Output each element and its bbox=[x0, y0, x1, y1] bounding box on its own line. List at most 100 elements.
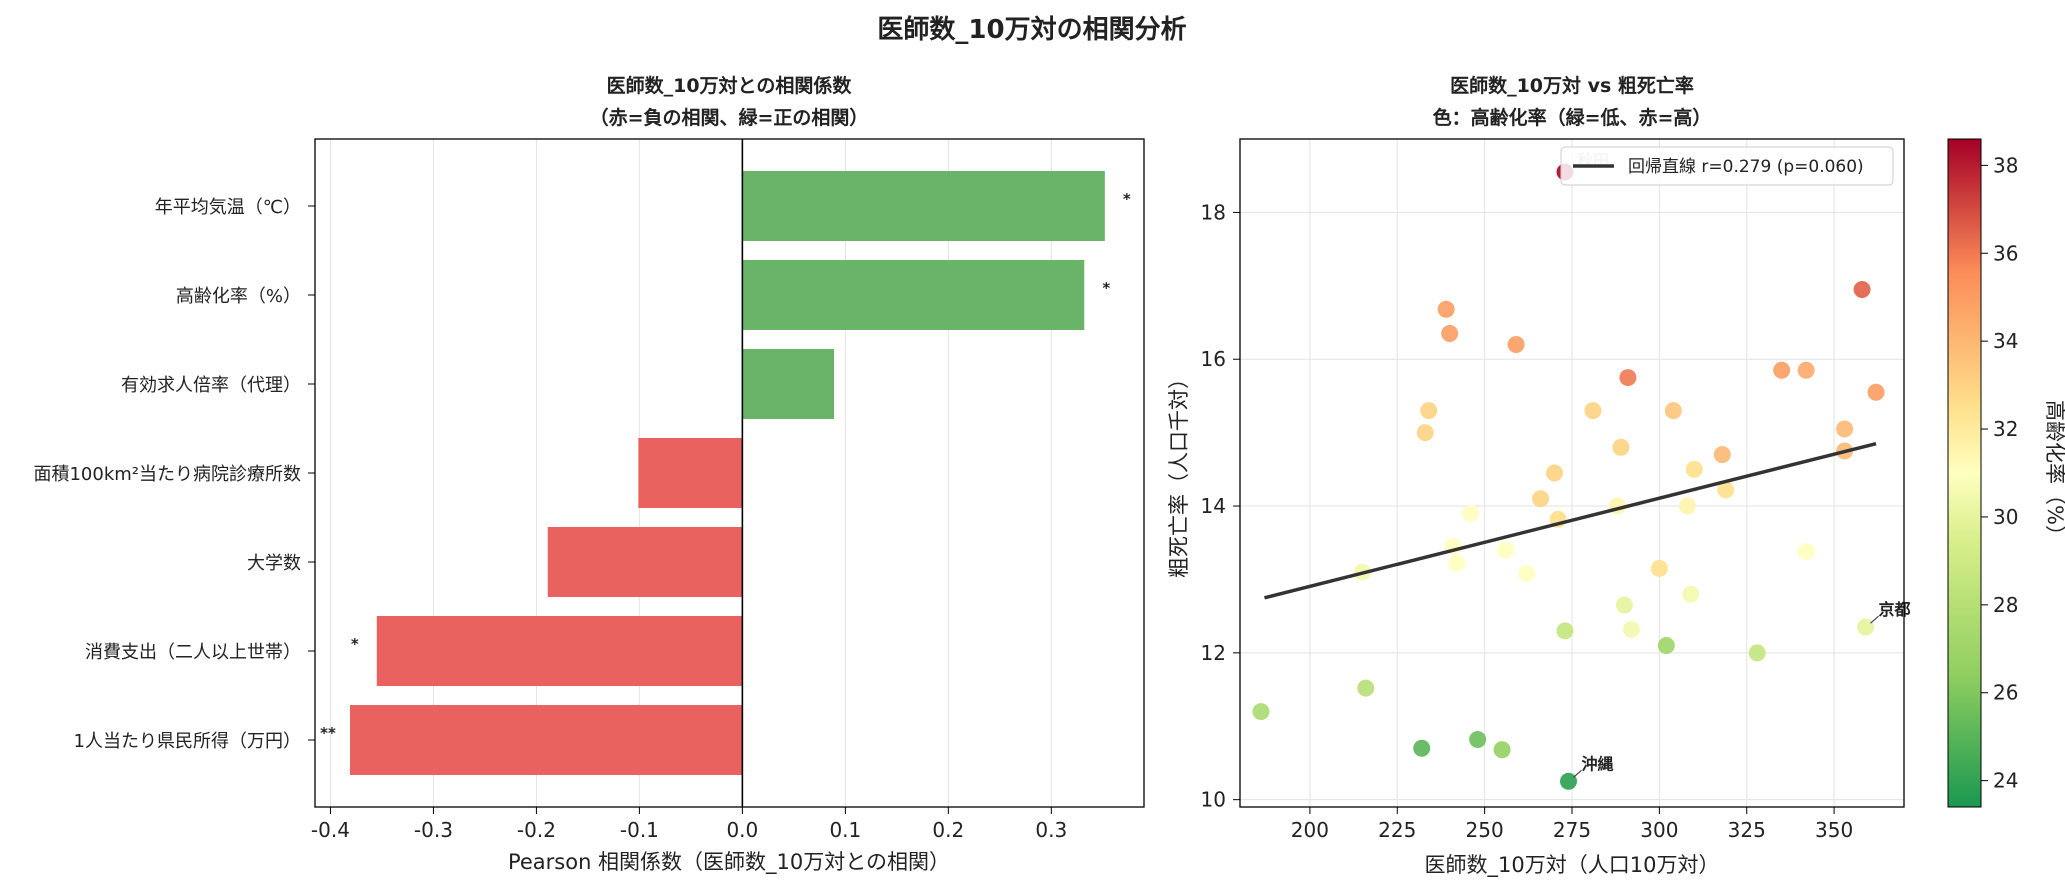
scatter-x-tick-label: 225 bbox=[1378, 818, 1416, 842]
scatter-point bbox=[1867, 383, 1885, 401]
scatter-point bbox=[1437, 300, 1455, 318]
colorbar: 24 26 28 30 32 34 36 38 高齢化率（%） bbox=[1947, 138, 2065, 808]
scatter-y-tick-label: 16 bbox=[1201, 347, 1226, 371]
colorbar-tick-label: 36 bbox=[1993, 241, 2018, 265]
correlation-bar bbox=[638, 438, 743, 508]
bar-chart-title: 医師数_10万対との相関係数 bbox=[607, 74, 853, 97]
scatter-chart-title: 医師数_10万対 vs 粗死亡率 bbox=[1450, 74, 1694, 97]
scatter-point bbox=[1252, 703, 1270, 721]
scatter-point bbox=[1612, 438, 1630, 456]
point-annotation: 沖縄 bbox=[1582, 754, 1614, 773]
annotation-arrow bbox=[1870, 615, 1879, 624]
bar-chart-x-ticks: -0.4 -0.3 -0.2 -0.1 0.0 0.1 0.2 0.3 bbox=[311, 807, 1067, 842]
colorbar-tick-label: 28 bbox=[1993, 593, 2018, 617]
colorbar-ticks: 24 26 28 30 32 34 36 38 bbox=[1981, 153, 2018, 793]
scatter-point bbox=[1556, 622, 1574, 640]
colorbar-tick-label: 34 bbox=[1993, 329, 2018, 353]
scatter-x-tick-label: 300 bbox=[1640, 818, 1678, 842]
scatter-point bbox=[1416, 424, 1434, 442]
scatter-point bbox=[1748, 644, 1766, 662]
scatter-point bbox=[1619, 369, 1637, 387]
scatter-chart-y-ticks: 10 12 14 16 18 bbox=[1201, 200, 1240, 812]
colorbar-tick-label: 30 bbox=[1993, 505, 2018, 529]
scatter-point bbox=[1497, 541, 1515, 559]
scatter-point bbox=[1448, 554, 1466, 572]
scatter-chart-y-axis-label: 粗死亡率（人口千対） bbox=[1167, 368, 1191, 578]
scatter-point bbox=[1615, 596, 1633, 614]
annotation-arrow bbox=[1573, 769, 1582, 778]
bar-chart-subtitle: （赤=負の相関、緑=正の相関） bbox=[590, 106, 869, 129]
scatter-point bbox=[1507, 336, 1525, 354]
scatter-point bbox=[1857, 618, 1875, 636]
correlation-bar bbox=[742, 349, 835, 419]
bar-chart-x-axis-label: Pearson 相関係数（医師数_10万対との相関） bbox=[508, 850, 950, 875]
scatter-x-tick-label: 200 bbox=[1291, 818, 1329, 842]
bar-category-label: 有効求人倍率（代理） bbox=[121, 375, 301, 396]
significance-marker: ** bbox=[320, 724, 336, 742]
scatter-point bbox=[1532, 490, 1550, 508]
legend-label: 回帰直線 r=0.279 (p=0.060) bbox=[1628, 157, 1864, 177]
correlation-bar bbox=[350, 705, 743, 775]
scatter-y-tick-label: 14 bbox=[1201, 494, 1226, 518]
scatter-y-tick-label: 10 bbox=[1201, 788, 1226, 812]
scatter-point bbox=[1420, 402, 1438, 420]
scatter-y-tick-label: 12 bbox=[1201, 641, 1226, 665]
bar-x-tick-label: -0.4 bbox=[311, 818, 350, 842]
scatter-point bbox=[1493, 741, 1511, 759]
scatter-legend: 回帰直線 r=0.279 (p=0.060) bbox=[1560, 146, 1894, 186]
colorbar-gradient bbox=[1947, 138, 1982, 808]
scatter-point bbox=[1469, 730, 1487, 748]
bar-category-label: 1人当たり県民所得（万円） bbox=[74, 731, 301, 752]
scatter-point bbox=[1546, 464, 1564, 482]
scatter-y-tick-label: 18 bbox=[1201, 200, 1226, 224]
legend-box bbox=[1560, 146, 1894, 186]
regression-line bbox=[1264, 441, 1877, 600]
scatter-chart-x-ticks: 200 225 250 275 300 325 350 bbox=[1291, 807, 1853, 842]
colorbar-tick-label: 32 bbox=[1993, 417, 2018, 441]
scatter-point bbox=[1622, 620, 1640, 638]
correlation-bar bbox=[742, 171, 1105, 241]
bar-x-tick-label: -0.2 bbox=[517, 818, 556, 842]
bar-x-tick-label: 0.3 bbox=[1035, 818, 1067, 842]
scatter-point bbox=[1713, 446, 1731, 464]
bar-category-label: 消費支出（二人以上世帯） bbox=[85, 642, 301, 663]
bar-x-tick-label: 0.1 bbox=[829, 818, 861, 842]
scatter-point bbox=[1682, 585, 1700, 603]
figure-title: 医師数_10万対の相関分析 bbox=[877, 15, 1186, 45]
scatter-point bbox=[1797, 361, 1815, 379]
scatter-point bbox=[1462, 504, 1480, 522]
colorbar-tick-label: 38 bbox=[1993, 153, 2018, 177]
scatter-point bbox=[1685, 460, 1703, 478]
scatter-point bbox=[1836, 420, 1854, 438]
scatter-chart-subtitle: 色：高齢化率（緑=低、赤=高） bbox=[1433, 106, 1712, 129]
scatter-point bbox=[1657, 637, 1675, 655]
bar-category-label: 大学数 bbox=[247, 553, 301, 574]
bar-x-tick-label: -0.3 bbox=[414, 818, 453, 842]
scatter-x-tick-label: 250 bbox=[1466, 818, 1504, 842]
scatter-chart-points bbox=[1252, 163, 1885, 790]
scatter-point bbox=[1797, 543, 1815, 561]
bar-category-label: 面積100km²当たり病院診療所数 bbox=[33, 464, 301, 485]
bar-x-tick-label: 0.0 bbox=[726, 818, 758, 842]
correlation-bar bbox=[547, 527, 743, 597]
significance-marker: * bbox=[1102, 279, 1110, 297]
scatter-point bbox=[1664, 402, 1682, 420]
scatter-x-tick-label: 275 bbox=[1553, 818, 1591, 842]
significance-marker: * bbox=[351, 635, 359, 653]
scatter-point bbox=[1717, 481, 1735, 499]
bar-x-tick-label: -0.1 bbox=[620, 818, 659, 842]
bar-x-tick-label: 0.2 bbox=[932, 818, 964, 842]
scatter-chart-x-axis-label: 医師数_10万対（人口10万対） bbox=[1425, 853, 1720, 878]
correlation-bar bbox=[376, 616, 743, 686]
scatter-chart-grid bbox=[1240, 139, 1904, 807]
scatter-point bbox=[1560, 772, 1578, 790]
bar-category-label: 年平均気温（℃） bbox=[155, 197, 301, 218]
scatter-point bbox=[1853, 280, 1871, 298]
scatter-x-tick-label: 350 bbox=[1815, 818, 1853, 842]
scatter-point bbox=[1441, 325, 1459, 343]
scatter-point bbox=[1413, 739, 1431, 757]
scatter-chart: 医師数_10万対 vs 粗死亡率 色：高齢化率（緑=低、赤=高） 秋田京都沖縄 … bbox=[1167, 74, 1911, 878]
colorbar-tick-label: 26 bbox=[1993, 681, 2018, 705]
